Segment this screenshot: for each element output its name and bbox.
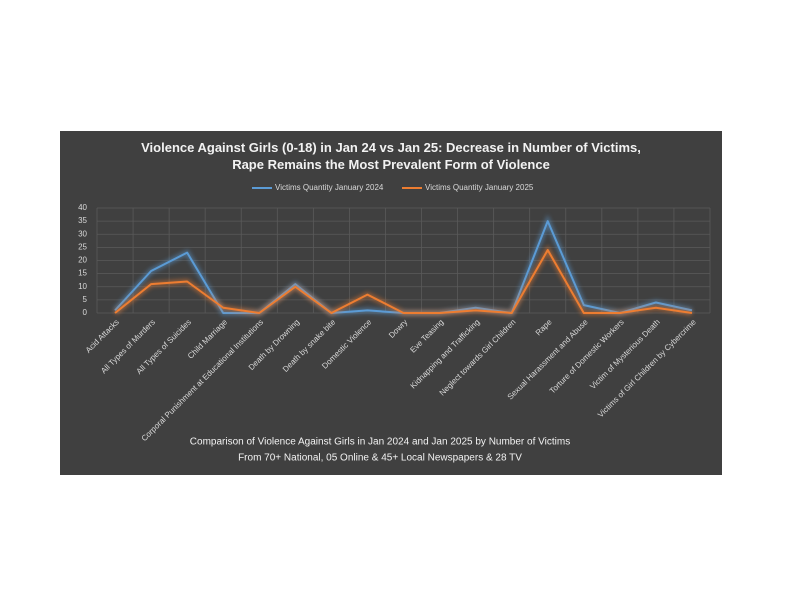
y-tick-label: 10 (78, 282, 87, 291)
y-tick-label: 5 (83, 295, 88, 304)
x-tick-label: Dowry (387, 318, 409, 340)
chart-title: Violence Against Girls (0-18) in Jan 24 … (141, 140, 641, 172)
x-tick-label: Rape (534, 317, 554, 337)
series-line (114, 249, 693, 314)
y-tick-label: 0 (83, 308, 88, 317)
x-tick-label: Corporal Punishment at Educational Insti… (140, 318, 266, 444)
legend-label: Victims Quantity January 2024 (275, 183, 384, 192)
x-tick-label: Neglect towards Girl Children (438, 318, 518, 398)
series-line (114, 220, 693, 314)
y-tick-label: 35 (78, 216, 87, 225)
x-tick-label: Eve Teasing (408, 318, 445, 355)
y-tick-label: 15 (78, 269, 87, 278)
y-tick-label: 20 (78, 256, 87, 265)
x-tick-label: Acid Attacks (84, 318, 121, 355)
y-tick-label: 25 (78, 242, 87, 251)
x-tick-label: Kidnapping and Trafficking (409, 318, 482, 391)
chart-panel: 0 5 10 15 20 25 30 35 40 Acid Attacks All Types of… (60, 131, 722, 475)
chart-note: Comparison of Violence Against Girls in … (190, 437, 570, 448)
series-glow (113, 214, 693, 316)
x-tick-label: Victim of Mysterious Death (588, 318, 662, 392)
x-tick-label: Torture of Domestic Workers (548, 318, 626, 396)
chart-note: From 70+ National, 05 Online & 45+ Local… (238, 453, 522, 464)
y-tick-label: 40 (78, 203, 87, 212)
y-tick-label: 30 (78, 229, 87, 238)
legend-label: Victims Quantity January 2025 (425, 183, 534, 192)
